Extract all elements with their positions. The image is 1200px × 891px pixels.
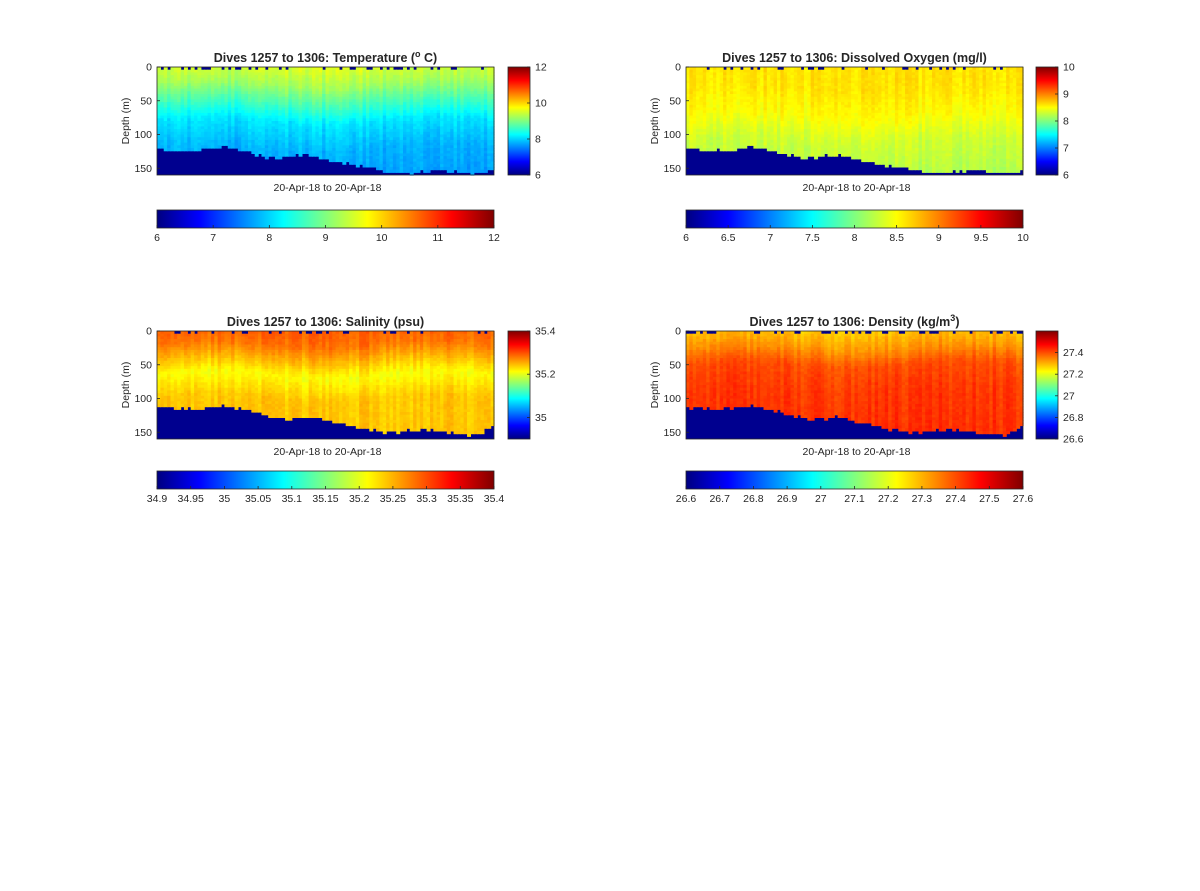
- side-colorbar-tick-label: 12: [535, 62, 547, 74]
- panel-1: 0 50 100 150 Depth (m) 20-Apr-18 to 20-Apr-18…: [120, 49, 547, 244]
- bottom-colorbar-tick-label: 11: [432, 232, 443, 244]
- bottom-colorbar-tick-label: 7: [210, 232, 216, 244]
- bottom-colorbar-tick-label: 10: [376, 232, 388, 244]
- side-colorbar-tick-label: 6: [535, 170, 541, 182]
- chart-title: Dives 1257 to 1306: Temperature (o C): [214, 49, 437, 65]
- bottom-colorbar-tick-label: 9: [323, 232, 329, 244]
- chart-title-text: Dives 1257 to 1306: Temperature (: [214, 51, 416, 65]
- side-colorbar-tick-label: 10: [535, 98, 547, 110]
- bottom-colorbar-tick-label: 6: [154, 232, 160, 244]
- y-tick-label: 150: [134, 163, 152, 175]
- bottom-colorbar-tick-label: 12: [488, 232, 500, 244]
- side-colorbar: [508, 67, 530, 175]
- bottom-colorbar-tick-label: 8: [266, 232, 272, 244]
- y-tick-label: 0: [146, 62, 152, 74]
- x-axis-label: 20-Apr-18 to 20-Apr-18: [274, 182, 382, 194]
- y-tick-label: 100: [134, 129, 152, 141]
- y-tick-label: 50: [140, 95, 152, 107]
- side-colorbar-tick-label: 8: [535, 134, 541, 146]
- y-axis-label: Depth (m): [120, 98, 132, 145]
- chart-title-end: C): [421, 51, 438, 65]
